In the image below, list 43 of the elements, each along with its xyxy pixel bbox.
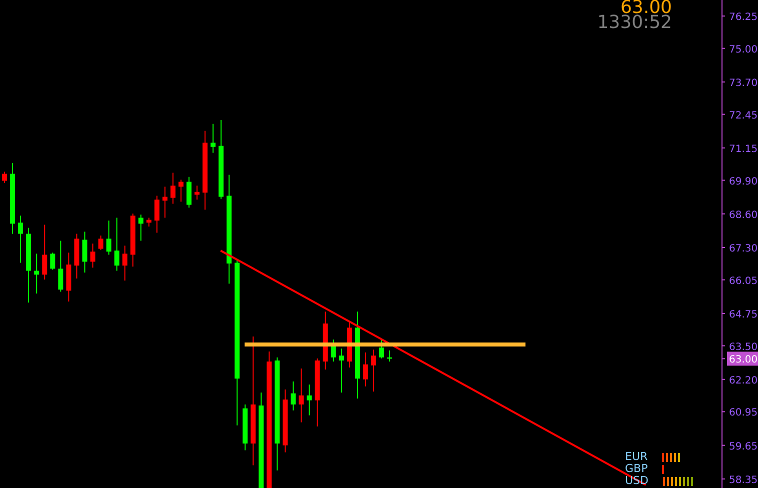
y-tick-label: 63.00 [729,354,758,366]
y-tick-label: 71.15 [729,144,758,155]
y-tick-label: 60.95 [729,408,758,419]
y-tick-label: 67.30 [729,243,758,254]
candlestick [162,186,168,218]
annotation: EUR [625,450,648,463]
candlestick [114,217,120,272]
candlestick [58,240,64,292]
candlestick [90,243,96,268]
y-tick-label: 68.60 [729,210,758,221]
candlestick [34,253,40,294]
candlestick [138,214,144,242]
candlestick [2,171,7,184]
candlestick [82,231,88,274]
candlestick [371,349,376,392]
y-tick-label: 64.75 [729,309,758,320]
y-tick-label: 76.25 [729,12,758,24]
y-tick-label: 58.35 [729,474,758,486]
candlestick [363,352,368,387]
candlestick [306,384,312,416]
candlestick [186,176,192,208]
y-tick-label: 59.65 [729,441,758,452]
candlestick [42,224,48,280]
candlestick [50,252,56,270]
y-tick-label: 63.50 [729,342,758,353]
candlestick [106,220,112,256]
candlestick [18,215,24,264]
candlestick [290,380,296,411]
y-tick-label: 75.00 [729,44,758,56]
annotation: GBP [625,462,648,475]
candlestick [338,348,344,394]
y-tick-label: 73.70 [729,78,758,89]
y-tick-label: 69.90 [729,176,758,188]
candlestick [154,195,160,234]
y-tick-label: 66.05 [729,276,758,287]
y-tick-label: 62.20 [729,375,758,386]
candlestick [98,235,104,251]
candlestick [178,179,184,202]
candlestick [170,172,176,204]
candlestick [122,245,128,282]
y-tick-label: 72.45 [729,110,758,122]
candlestick [210,123,216,154]
candlestick [298,368,304,423]
